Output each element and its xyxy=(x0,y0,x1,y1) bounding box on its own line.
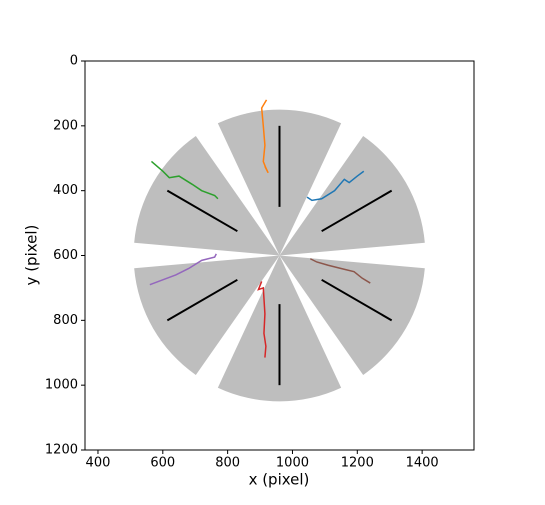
trajectory xyxy=(260,99,269,174)
x-tick-label: 1000 xyxy=(276,456,309,471)
y-tick-label: 600 xyxy=(53,248,78,263)
x-tick-label: 400 xyxy=(86,456,111,471)
wedge xyxy=(134,136,280,256)
segment xyxy=(321,189,393,233)
wedge xyxy=(279,136,425,256)
y-axis-label: y (pixel) xyxy=(23,225,41,286)
x-tick-label: 1200 xyxy=(341,456,374,471)
trajectory xyxy=(257,281,267,358)
x-tick-label: 1400 xyxy=(406,456,439,471)
wedge xyxy=(134,255,280,375)
x-tick-label: 600 xyxy=(150,456,175,471)
x-axis-label: x (pixel) xyxy=(249,471,310,489)
y-tick-label: 1200 xyxy=(45,443,78,458)
wedge xyxy=(279,255,425,375)
y-tick-label: 400 xyxy=(53,183,78,198)
segment xyxy=(321,278,393,322)
segment xyxy=(166,278,238,322)
trajectory xyxy=(150,160,219,200)
trajectory xyxy=(149,253,217,286)
segment xyxy=(166,189,238,233)
trajectory xyxy=(306,170,365,202)
y-tick-label: 1000 xyxy=(45,378,78,393)
y-tick-label: 0 xyxy=(70,54,78,69)
trajectory xyxy=(309,258,371,284)
y-tick-label: 200 xyxy=(53,118,78,133)
y-tick-label: 800 xyxy=(53,313,78,328)
x-tick-label: 800 xyxy=(215,456,240,471)
